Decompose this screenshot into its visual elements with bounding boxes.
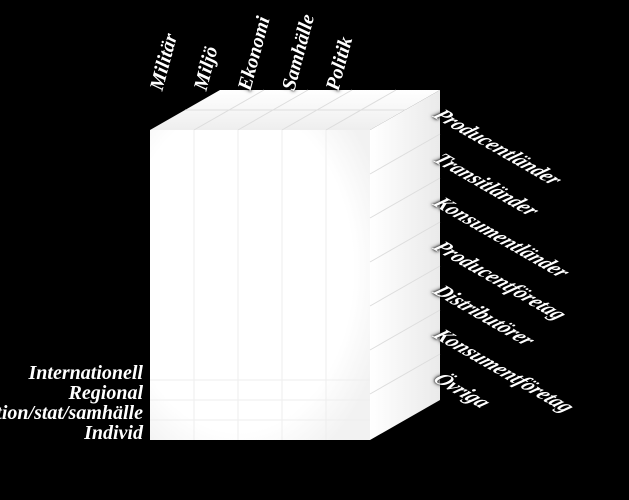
top-axis-label: Ekonomi [234, 14, 276, 93]
left-axis-label: Individ [84, 422, 143, 445]
cube-front-vertical-grid [194, 130, 326, 440]
cube-right-grid [370, 134, 440, 394]
cube-top-grid [185, 90, 405, 130]
top-axis-label: Militär [146, 31, 183, 93]
cube-right-face [370, 90, 440, 440]
cube-front-face [150, 130, 370, 440]
top-axis-label: Samhälle [278, 12, 320, 93]
cube-top-face [150, 90, 440, 130]
top-axis-label: Miljö [190, 44, 224, 93]
right-axis-label: Producentländer [426, 106, 568, 189]
top-axis-label: Politik [322, 34, 358, 93]
cube-front-horizontal-grid [150, 380, 370, 420]
right-axis-label: Övriga [426, 370, 497, 412]
diagram-stage: Militär Miljö Ekonomi Samhälle Politik I… [0, 0, 629, 500]
